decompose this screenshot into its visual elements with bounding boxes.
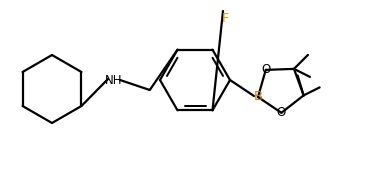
Text: O: O bbox=[277, 106, 286, 119]
Text: NH: NH bbox=[105, 73, 123, 87]
Text: B: B bbox=[253, 90, 263, 104]
Text: O: O bbox=[261, 63, 271, 76]
Text: F: F bbox=[222, 13, 228, 25]
